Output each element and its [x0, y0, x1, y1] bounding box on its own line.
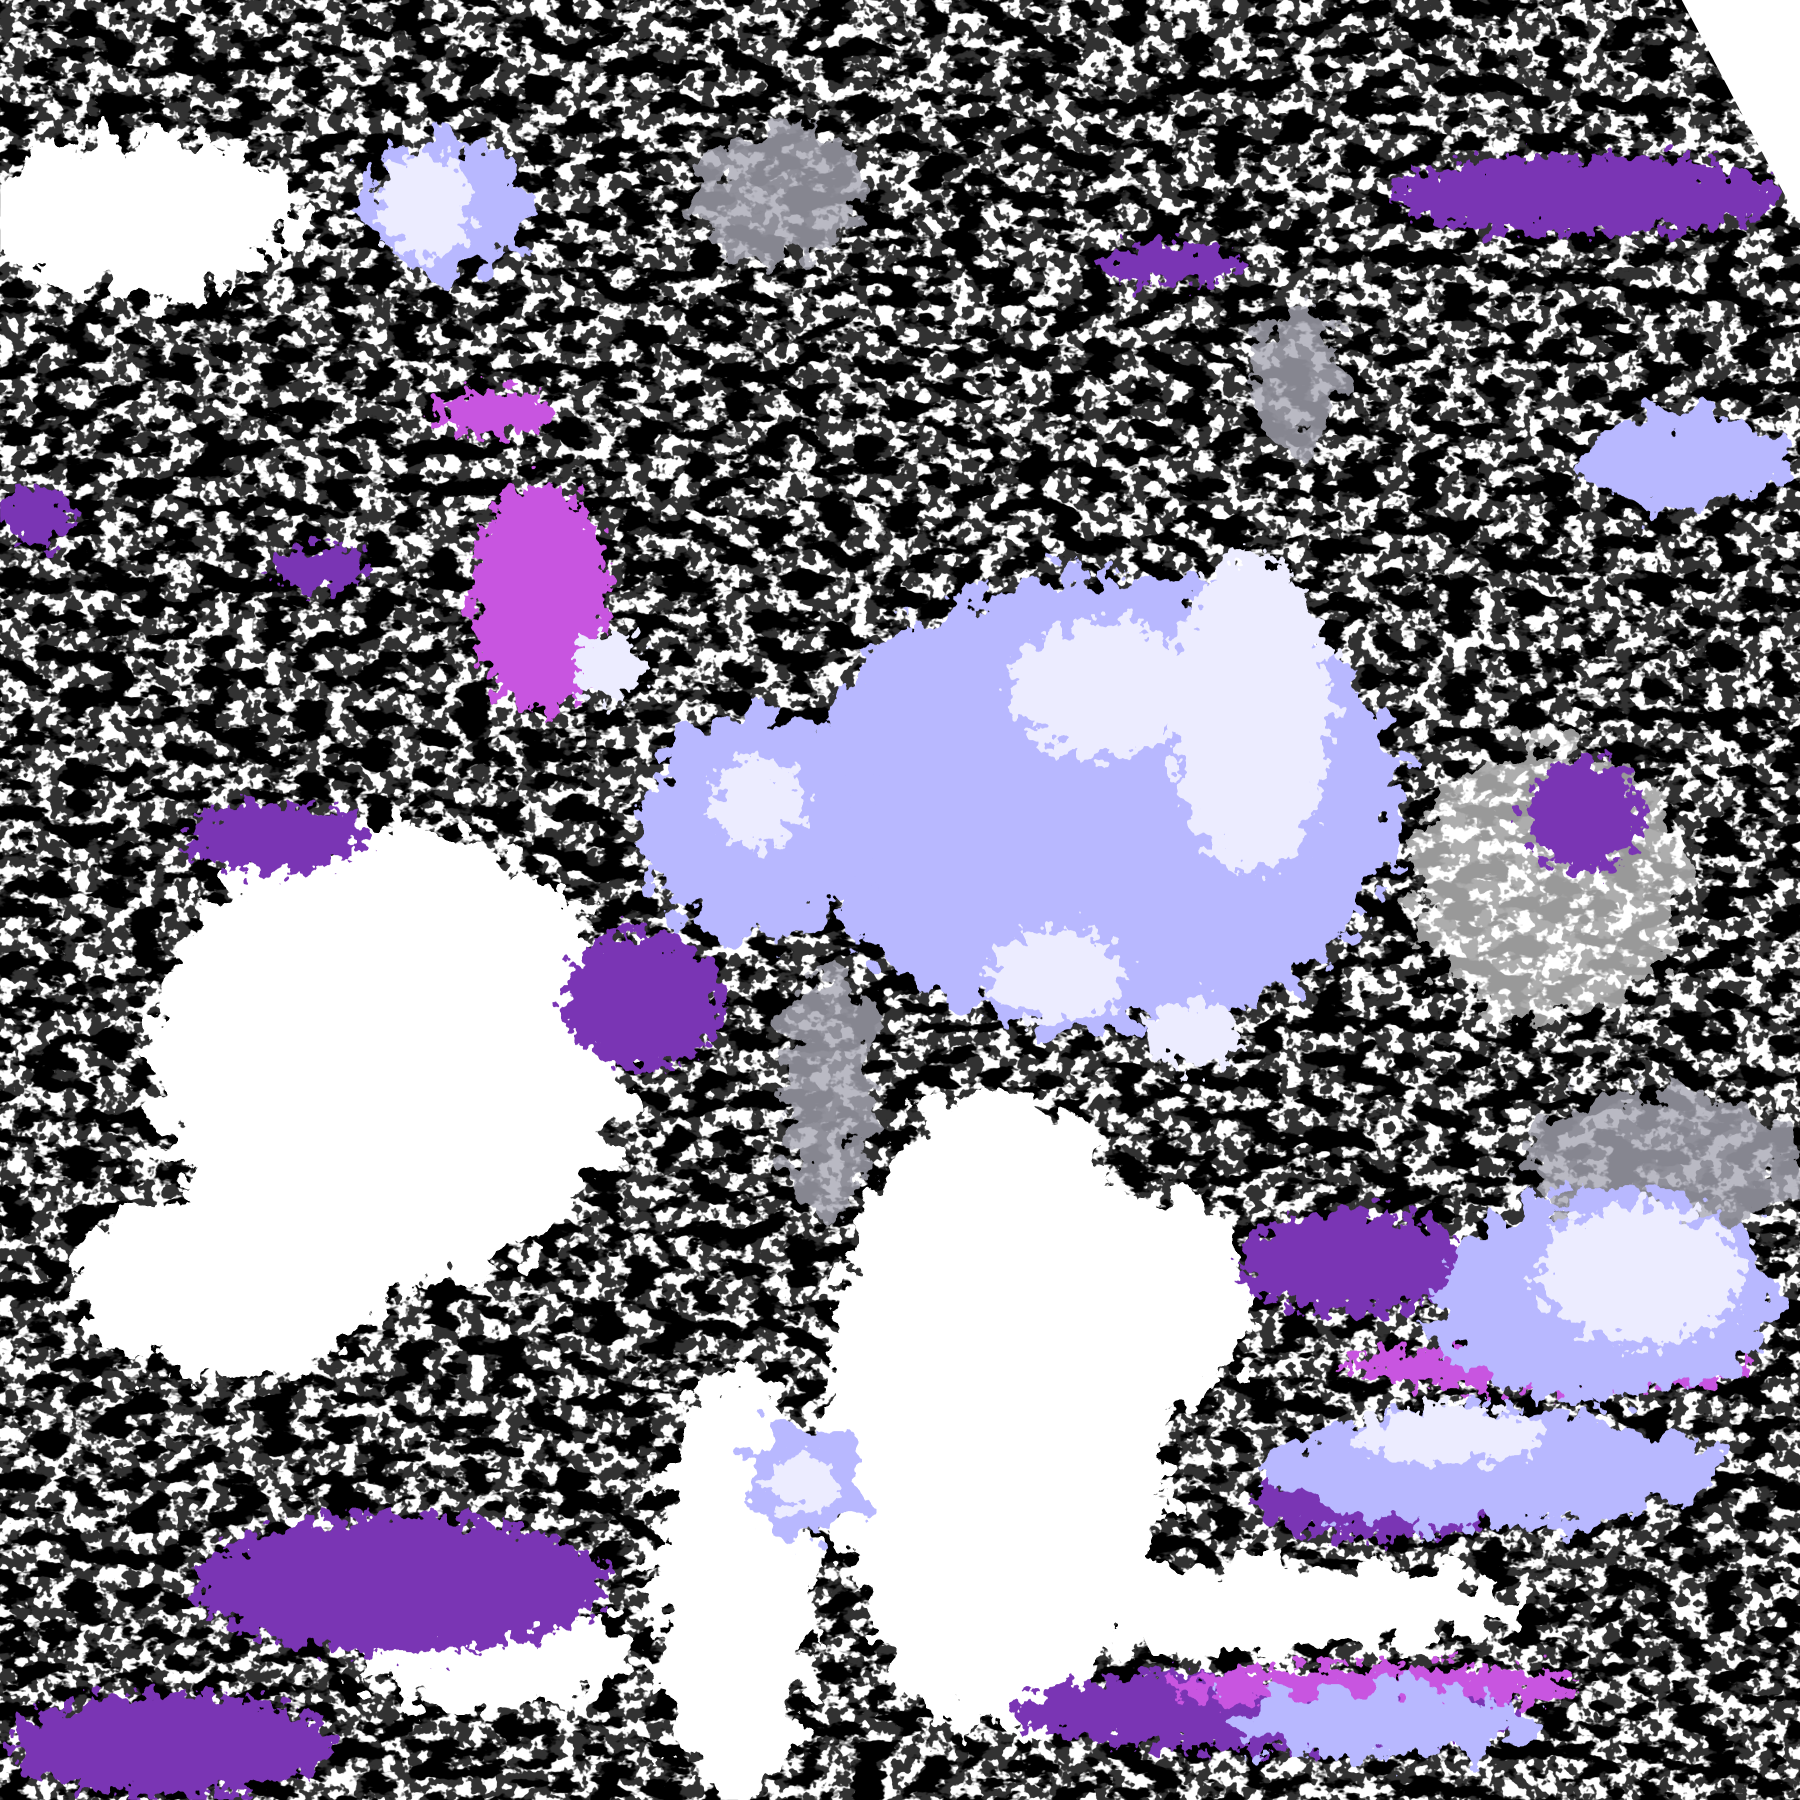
mid-cloud-regions	[0, 154, 1780, 1797]
clear-sky-regions	[0, 137, 1688, 1800]
thin-high-cloud-regions	[700, 126, 1800, 1229]
deep-convection-regions	[378, 154, 1745, 1510]
